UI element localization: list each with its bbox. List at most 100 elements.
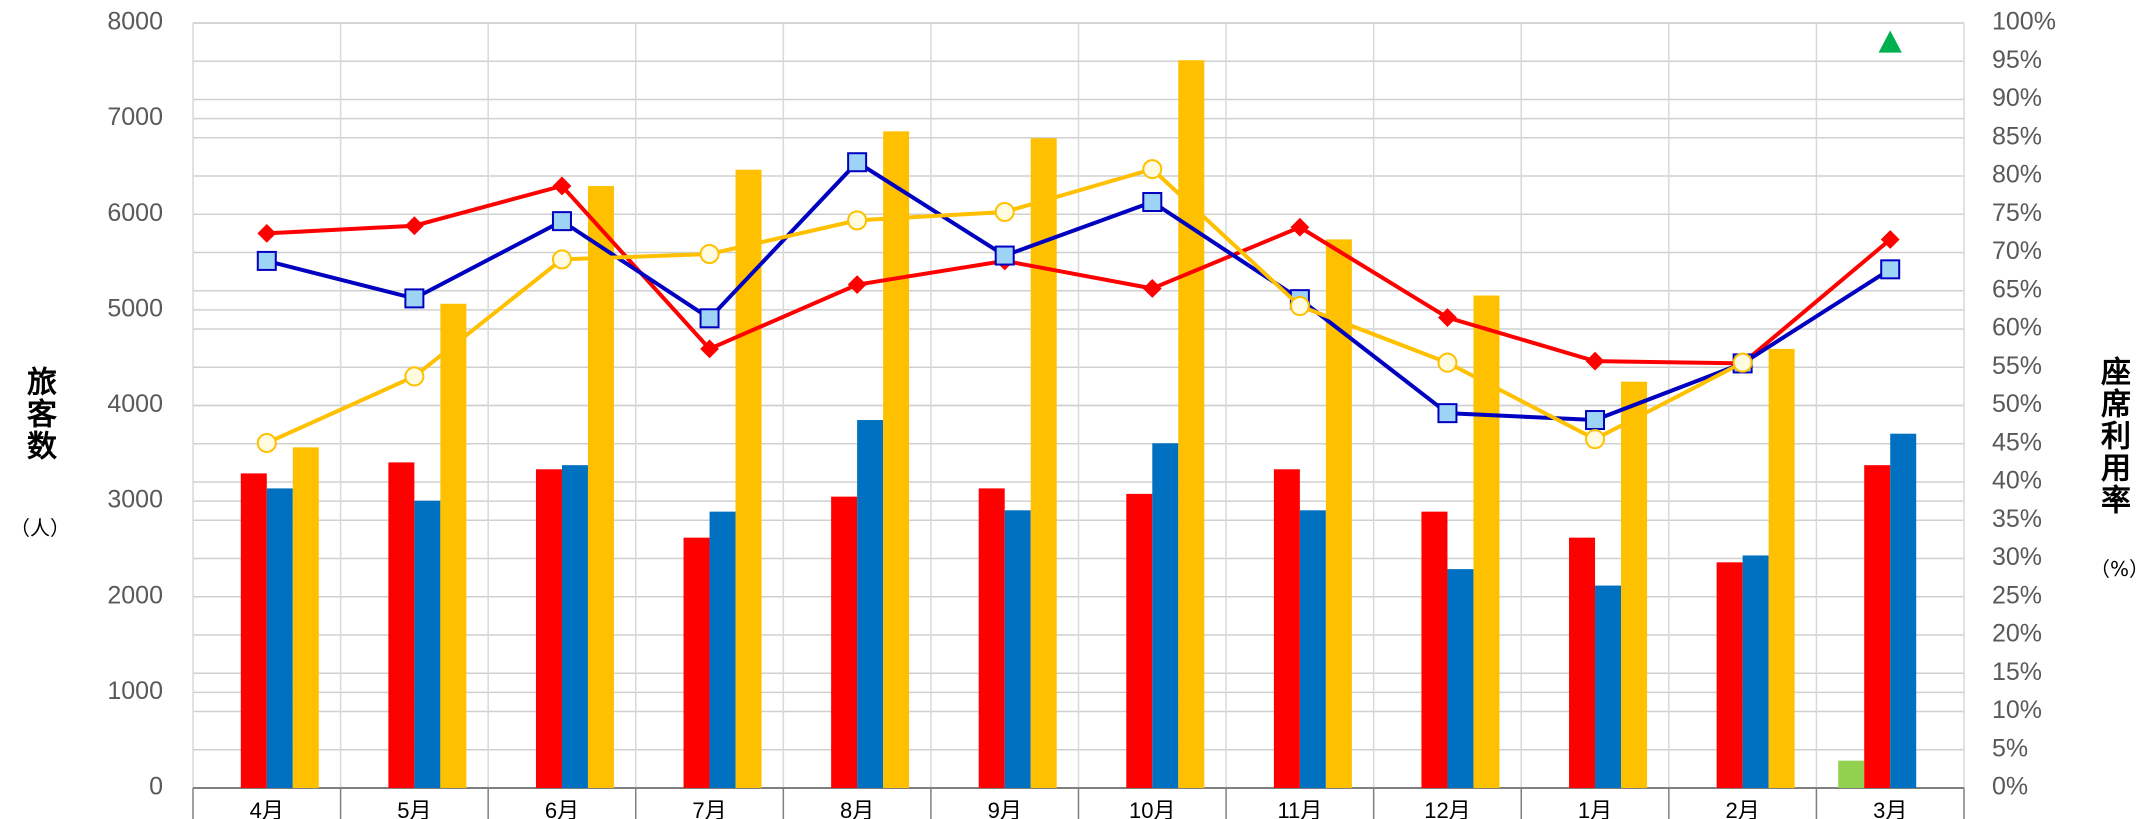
marker <box>1437 403 1458 424</box>
y2-tick-label: 65% <box>1992 275 2042 303</box>
y2-tick-label: 90% <box>1992 84 2042 112</box>
x-tick-label: 3月 <box>1873 798 1907 819</box>
x-tick-label: 4月 <box>250 798 284 819</box>
marker <box>1880 230 1900 249</box>
x-tick-label: 5月 <box>397 798 431 819</box>
bar <box>683 537 710 788</box>
bar <box>883 131 910 788</box>
x-tick-label: 12月 <box>1424 798 1470 819</box>
marker <box>256 432 277 453</box>
marker <box>1142 159 1163 180</box>
bar <box>535 469 562 788</box>
y2-tick-label: 15% <box>1992 658 2042 686</box>
bar <box>1273 469 1300 788</box>
bar <box>1742 555 1769 788</box>
marker <box>1878 30 1902 53</box>
bar <box>1421 511 1448 788</box>
y2-tick-label: 85% <box>1992 122 2042 150</box>
x-tick-label: 9月 <box>988 798 1022 819</box>
marker <box>1880 259 1901 280</box>
marker <box>256 250 277 271</box>
marker <box>1290 217 1310 237</box>
bar <box>1178 60 1205 789</box>
y2-tick-label: 0% <box>1992 773 2028 801</box>
bar <box>1004 510 1031 788</box>
marker <box>257 223 277 243</box>
x-tick-label: 1月 <box>1578 798 1612 819</box>
bar <box>587 186 614 788</box>
marker <box>1437 352 1458 373</box>
marker <box>847 152 868 173</box>
x-tick-label: 7月 <box>692 798 726 819</box>
bar <box>1890 433 1917 788</box>
y2-tick-label: 40% <box>1992 467 2042 495</box>
y-tick-label: 0 <box>149 773 163 801</box>
y-tick-label: 5000 <box>107 294 163 322</box>
y2-tick-label: 20% <box>1992 620 2042 648</box>
line <box>266 159 1892 423</box>
bar <box>735 169 762 789</box>
y-tick-label: 7000 <box>107 103 163 131</box>
marker <box>1732 352 1753 373</box>
y2-axis-unit: （%） <box>2090 557 2145 581</box>
bar <box>440 303 467 788</box>
bar <box>1126 493 1153 788</box>
marker <box>1142 192 1163 213</box>
y-tick-label: 1000 <box>107 677 163 705</box>
x-tick-label: 2月 <box>1726 798 1760 819</box>
x-tick-label: 6月 <box>545 798 579 819</box>
bar <box>414 500 441 788</box>
bar <box>1473 295 1500 788</box>
bar <box>1447 569 1474 788</box>
bar <box>292 447 319 788</box>
x-tick-label: 10月 <box>1129 798 1175 819</box>
bar <box>857 420 884 788</box>
marker <box>699 244 720 265</box>
marker <box>404 288 425 309</box>
bar <box>831 496 858 788</box>
bar <box>978 488 1005 788</box>
marker <box>551 249 572 270</box>
y2-tick-label: 30% <box>1992 543 2042 571</box>
x-tick-label: 8月 <box>840 798 874 819</box>
marker <box>404 216 424 236</box>
bar <box>1595 585 1622 788</box>
marker <box>994 245 1015 266</box>
marker <box>994 201 1015 222</box>
marker <box>1142 279 1162 298</box>
marker <box>1585 351 1605 371</box>
bar <box>388 462 415 788</box>
y2-tick-label: 25% <box>1992 581 2042 609</box>
y2-tick-label: 45% <box>1992 428 2042 456</box>
bar <box>709 511 736 788</box>
marker <box>404 366 425 387</box>
y2-axis-title: 座席利用率 <box>2095 356 2130 516</box>
bar <box>1768 348 1795 788</box>
y2-tick-label: 55% <box>1992 352 2042 380</box>
marker <box>552 176 572 196</box>
bar <box>1299 510 1326 788</box>
y2-tick-label: 95% <box>1992 46 2042 74</box>
y2-tick-label: 5% <box>1992 734 2028 762</box>
y2-tick-label: 80% <box>1992 161 2042 189</box>
y-tick-label: 3000 <box>107 486 163 514</box>
marker <box>700 339 719 359</box>
bar <box>1152 443 1179 788</box>
marker <box>1438 308 1457 327</box>
y-tick-label: 6000 <box>107 199 163 227</box>
y-tick-label: 4000 <box>107 390 163 418</box>
marker <box>847 210 868 231</box>
bar <box>561 465 588 788</box>
marker <box>1289 296 1310 317</box>
bar <box>1838 760 1865 788</box>
y2-tick-label: 70% <box>1992 237 2042 265</box>
line <box>266 183 1892 366</box>
y-tick-label: 2000 <box>107 581 163 609</box>
y2-tick-label: 10% <box>1992 696 2042 724</box>
bar <box>266 488 293 788</box>
y2-tick-label: 35% <box>1992 505 2042 533</box>
y2-tick-label: 60% <box>1992 314 2042 342</box>
bar <box>1569 537 1596 788</box>
